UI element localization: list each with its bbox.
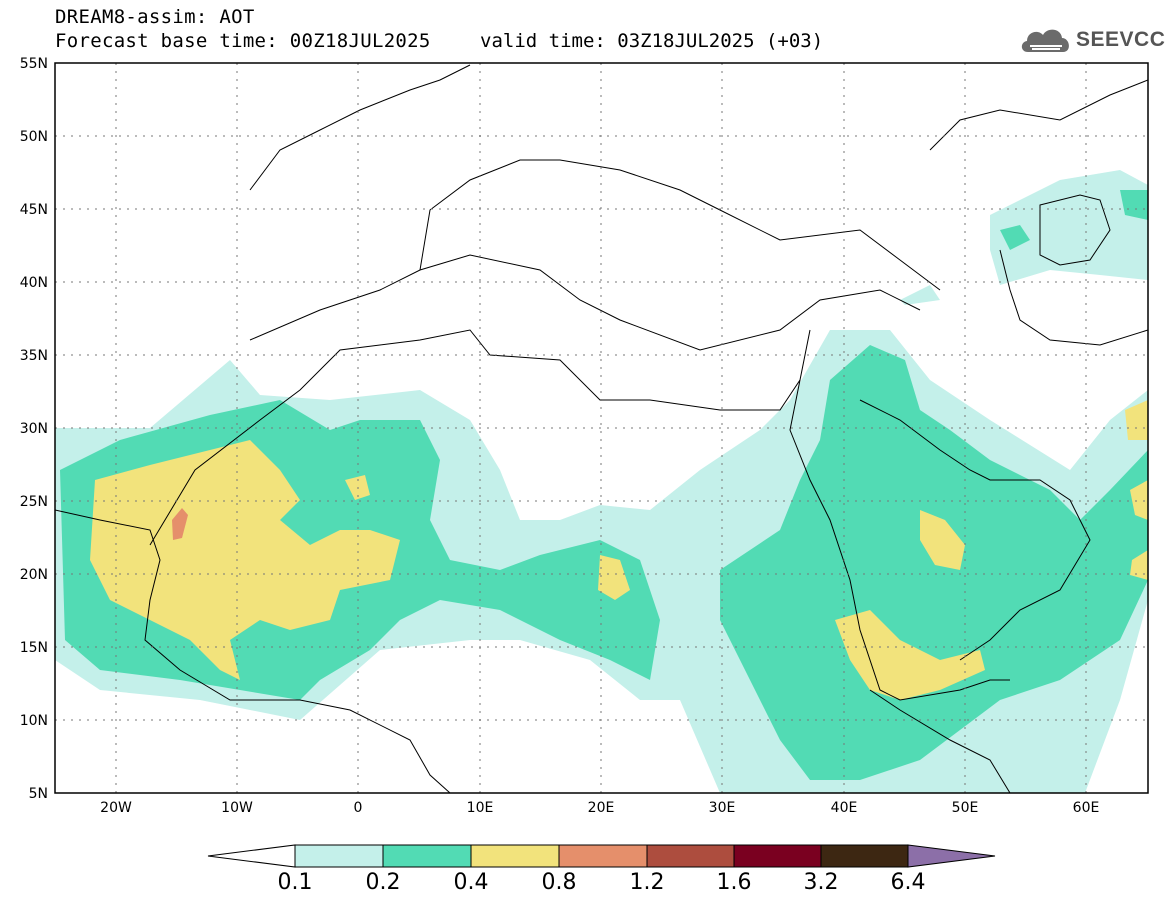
- lat-label: 30N: [20, 421, 48, 437]
- lon-label: 10E: [467, 800, 494, 816]
- logo-text: SEEVCCC: [1076, 28, 1165, 51]
- colorbar-segment: [382, 844, 472, 868]
- latitude-labels: 55N 50N 45N 40N 35N 30N 25N 20N 15N 10N …: [20, 56, 48, 802]
- lon-label: 0: [354, 800, 363, 816]
- lon-label: 30E: [709, 800, 736, 816]
- colorbar-right-arrow: [907, 844, 996, 868]
- longitude-labels: 20W 10W 0 10E 20E 30E 40E 50E 60E: [100, 800, 1099, 816]
- lat-label: 15N: [20, 640, 48, 656]
- lon-label: 20E: [588, 800, 615, 816]
- colorbar-label: 3.2: [803, 870, 839, 895]
- colorbar-label: 0.8: [541, 870, 577, 895]
- lon-label: 50E: [952, 800, 979, 816]
- lon-label: 60E: [1073, 800, 1100, 816]
- map-frame: [54, 62, 1149, 794]
- colorbar-label: 0.1: [277, 870, 313, 895]
- lat-label: 40N: [20, 275, 48, 291]
- seevccc-logo: SEEVCCC: [1018, 22, 1165, 58]
- lat-label: 55N: [20, 56, 48, 72]
- colorbar-left-arrow: [207, 844, 296, 868]
- colorbar: [207, 844, 996, 868]
- lat-label: 5N: [29, 786, 48, 802]
- colorbar-segment: [294, 844, 384, 868]
- chart-title: DREAM8-assim: AOT: [55, 6, 255, 28]
- lat-label: 25N: [20, 494, 48, 510]
- lat-label: 45N: [20, 202, 48, 218]
- colorbar-segment: [470, 844, 560, 868]
- forecast-base-time: Forecast base time: 00Z18JUL2025: [55, 30, 431, 52]
- colorbar-label: 0.2: [365, 870, 401, 895]
- lat-label: 10N: [20, 713, 48, 729]
- colorbar-label: 1.6: [716, 870, 752, 895]
- gridlines: [55, 63, 1148, 793]
- cloud-icon: [1021, 29, 1069, 52]
- coastlines: [55, 64, 1148, 793]
- lat-label: 20N: [20, 567, 48, 583]
- colorbar-label: 0.4: [453, 870, 489, 895]
- lat-label: 50N: [20, 129, 48, 145]
- colorbar-label: 1.2: [629, 870, 665, 895]
- lat-label: 35N: [20, 348, 48, 364]
- colorbar-label: 6.4: [890, 870, 926, 895]
- lon-label: 10W: [221, 800, 253, 816]
- lon-label: 20W: [100, 800, 132, 816]
- lon-label: 40E: [831, 800, 858, 816]
- colorbar-segment: [733, 844, 822, 868]
- colorbar-segment: [820, 844, 909, 868]
- aot-contours: [55, 170, 1148, 793]
- colorbar-segment: [646, 844, 735, 868]
- valid-time: valid time: 03Z18JUL2025 (+03): [480, 30, 824, 52]
- colorbar-segment: [558, 844, 648, 868]
